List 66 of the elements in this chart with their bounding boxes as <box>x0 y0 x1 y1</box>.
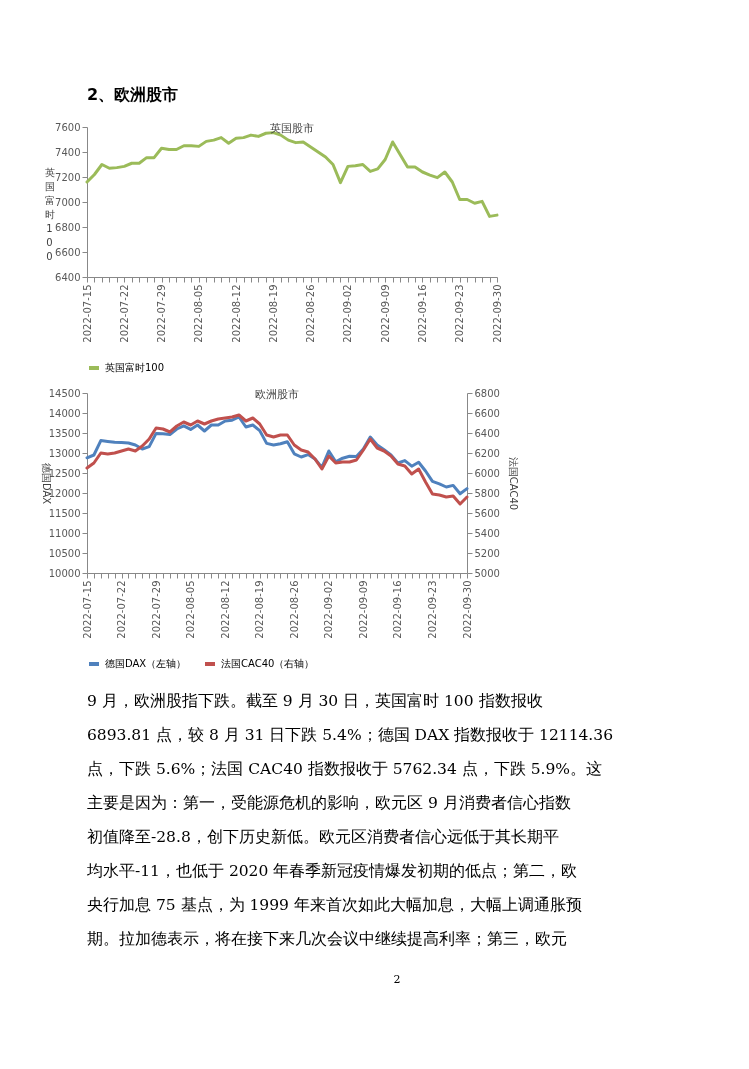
chart-title: 英国股市 <box>270 122 314 135</box>
x-tick-label: 2022-07-15 <box>81 284 93 343</box>
x-tick-label: 2022-09-23 <box>454 284 466 343</box>
y2-tick-label: 6600 <box>474 407 500 419</box>
text: 期。拉加德表示，将在接下来几次会议中继续提高利率；第三，欧元 <box>87 930 567 948</box>
y-tick-label: 6800 <box>55 221 81 233</box>
y-tick-label: 7000 <box>55 196 81 208</box>
legend-label: 英国富时100 <box>105 362 165 373</box>
y2-tick-label: 5400 <box>474 527 500 539</box>
y-tick-label: 14000 <box>48 407 81 419</box>
x-tick-label: 2022-08-12 <box>219 580 231 639</box>
y-axis-title: 英国富时100 <box>44 166 55 262</box>
x-tick-label: 2022-08-12 <box>230 284 242 343</box>
y2-tick-label: 5200 <box>474 547 500 559</box>
x-tick-label: 2022-07-22 <box>116 580 128 639</box>
x-tick-label: 2022-08-05 <box>193 284 205 343</box>
x-tick-label: 2022-09-09 <box>357 580 369 639</box>
y-tick-label: 11500 <box>48 507 81 519</box>
y2-tick-label: 6800 <box>474 387 500 399</box>
y2-tick-label: 6000 <box>474 467 500 479</box>
text: 央行加息 75 基点，为 1999 年来首次如此大幅加息，大幅上调通胀预 <box>87 896 582 914</box>
x-tick-label: 2022-08-19 <box>254 580 266 639</box>
x-tick-label: 2022-09-02 <box>342 284 354 343</box>
y2-tick-label: 5600 <box>474 507 500 519</box>
x-tick-label: 2022-09-02 <box>323 580 335 639</box>
y-tick-label: 7400 <box>55 146 81 158</box>
y-tick-label: 6400 <box>55 271 81 283</box>
text: 2、欧洲股市 <box>87 85 179 104</box>
legend-label: 法国CAC40（右轴） <box>221 658 315 669</box>
x-tick-label: 2022-09-30 <box>461 580 473 639</box>
x-tick-label: 2022-09-30 <box>491 284 503 343</box>
text: 点，下跌 5.6%；法国 CAC40 指数报收于 5762.34 点，下跌 5.9%。这 <box>87 760 603 778</box>
x-tick-label: 2022-07-15 <box>81 580 93 639</box>
y2-tick-label: 6400 <box>474 427 500 439</box>
text: 初值降至-28.8，创下历史新低。欧元区消费者信心远低于其长期平 <box>87 828 559 846</box>
x-tick-label: 2022-07-22 <box>118 284 130 343</box>
x-tick-label: 2022-09-23 <box>426 580 438 639</box>
y-tick-label: 14500 <box>48 387 81 399</box>
x-tick-label: 2022-08-05 <box>185 580 197 639</box>
x-tick-label: 2022-08-26 <box>288 580 300 639</box>
x-tick-label: 2022-09-16 <box>416 284 428 343</box>
text: 2 <box>393 973 401 986</box>
x-tick-label: 2022-08-19 <box>267 284 279 343</box>
x-tick-label: 2022-08-26 <box>305 284 317 343</box>
y-tick-label: 7600 <box>55 121 81 133</box>
x-tick-label: 2022-07-29 <box>156 284 168 343</box>
y-tick-label: 13500 <box>48 427 81 439</box>
text: 主要是因为：第一，受能源危机的影响，欧元区 9 月消费者信心指数 <box>87 794 571 812</box>
y2-tick-label: 5000 <box>474 567 500 579</box>
text: 9 月，欧洲股指下跌。截至 9 月 30 日，英国富时 100 指数报收 <box>87 692 543 710</box>
y-tick-label: 7200 <box>55 171 81 183</box>
y2-axis-title: 法国CAC40 <box>507 456 519 511</box>
x-tick-label: 2022-09-16 <box>392 580 404 639</box>
y-tick-label: 10500 <box>48 547 81 559</box>
y2-tick-label: 5800 <box>474 487 500 499</box>
y-tick-label: 13000 <box>48 447 81 459</box>
y-tick-label: 10000 <box>48 567 81 579</box>
x-tick-label: 2022-09-09 <box>379 284 391 343</box>
y-tick-label: 11000 <box>48 527 81 539</box>
y2-tick-label: 6200 <box>474 447 500 459</box>
y-tick-label: 6600 <box>55 246 81 258</box>
text: 均水平-11，也低于 2020 年春季新冠疫情爆发初期的低点；第二，欧 <box>86 862 578 880</box>
legend-label: 德国DAX（左轴） <box>105 658 187 669</box>
x-tick-label: 2022-07-29 <box>150 580 162 639</box>
text: 6893.81 点，较 8 月 31 日下跌 5.4%；德国 DAX 指数报收于 12114.36 <box>87 726 614 744</box>
chart-title: 欧洲股市 <box>255 388 299 401</box>
